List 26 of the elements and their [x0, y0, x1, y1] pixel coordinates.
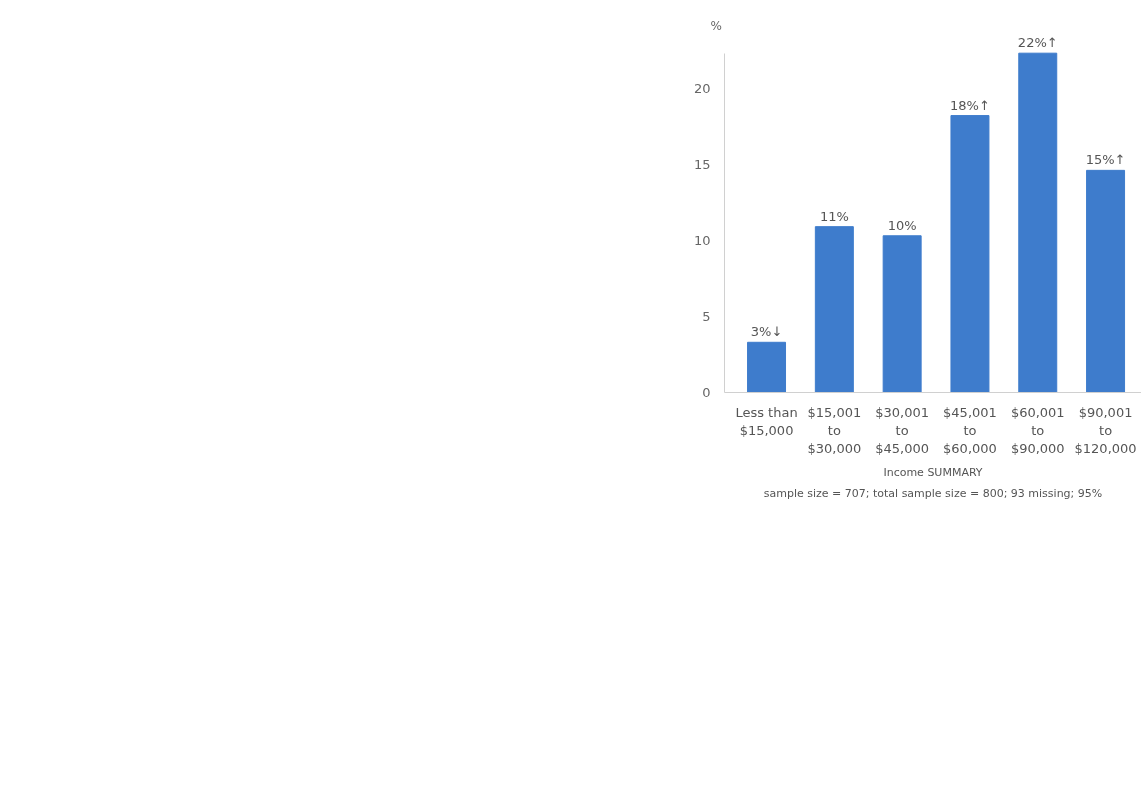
- bar: [950, 115, 990, 393]
- bar: [1086, 169, 1126, 393]
- y-axis-title: %: [710, 18, 722, 33]
- data-label: 3%↓: [750, 324, 783, 340]
- y-tick-label: 15: [693, 156, 711, 172]
- x-tick-label: $15,001 to $30,000: [807, 404, 862, 456]
- x-tick-label: $30,001 to $45,000: [875, 404, 930, 456]
- x-tick-label: $60,001 to $90,000: [1010, 404, 1065, 456]
- y-tick-label: 20: [693, 80, 711, 96]
- data-label: 18%↑: [950, 97, 990, 113]
- bar: [1018, 52, 1058, 393]
- x-tick-label: $90,001 to $120,000: [1074, 404, 1137, 456]
- data-label: 15%↑: [1085, 152, 1126, 168]
- data-label: 10%: [887, 217, 917, 233]
- bar: [814, 226, 854, 393]
- text: Income SUMMARY: [883, 465, 983, 479]
- y-tick-label: 0: [702, 385, 711, 400]
- data-label: 22%↑: [1017, 35, 1058, 51]
- bar: [882, 235, 922, 393]
- data-label: 11%: [819, 208, 849, 224]
- bar: [747, 341, 787, 393]
- y-tick-label: 5: [702, 308, 711, 324]
- text: sample size = 707; total sample size = 800; 93 missing; 95%: [763, 486, 1103, 500]
- y-tick-label: 10: [693, 232, 711, 248]
- x-tick-label: Less than $15,000: [735, 404, 798, 438]
- x-tick-label: $45,001 to $60,000: [943, 404, 997, 456]
